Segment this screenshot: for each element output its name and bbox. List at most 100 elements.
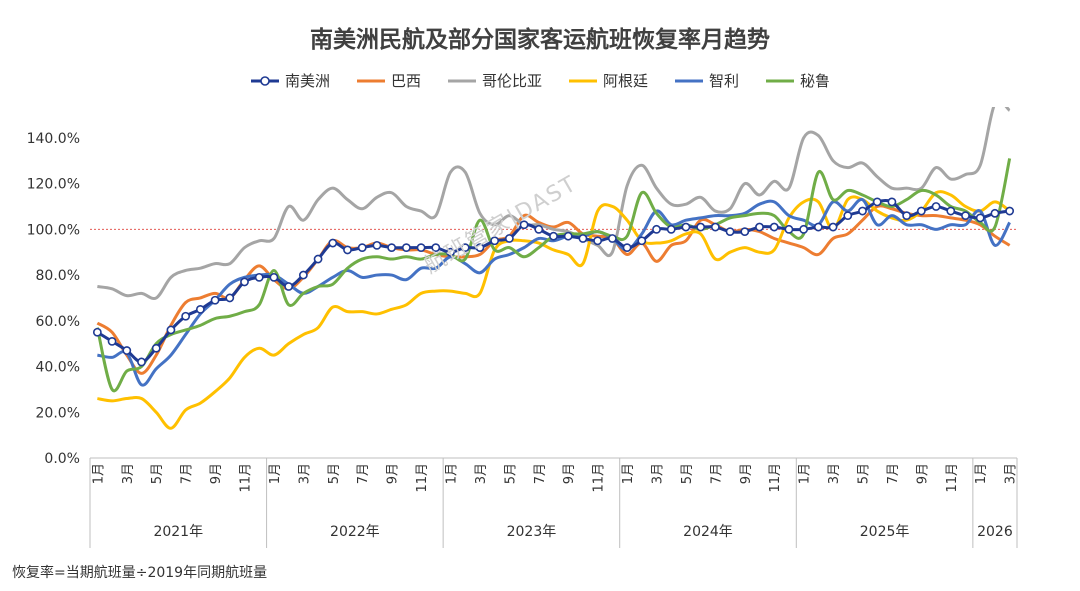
- data-point: [843, 211, 853, 221]
- data-point: [460, 243, 470, 253]
- month-tick-label: 11月: [239, 463, 254, 493]
- legend-label: 秘鲁: [800, 72, 831, 90]
- legend-label: 阿根廷: [603, 72, 649, 90]
- data-point: [446, 247, 455, 257]
- data-point: [990, 208, 1000, 218]
- year-label: 2021年: [153, 524, 203, 540]
- legend-item: 巴西: [356, 70, 421, 91]
- data-point: [240, 277, 249, 287]
- month-tick-label: 1月: [91, 463, 106, 484]
- month-tick-label: 7月: [180, 463, 195, 484]
- chart-title: 南美洲民航及部分国家客运航班恢复率月趋势: [310, 27, 770, 53]
- legend-swatch: [250, 75, 279, 86]
- legend-item: 智利: [674, 70, 739, 91]
- data-point: [740, 227, 750, 237]
- data-point: [622, 243, 632, 253]
- legend-label: 巴西: [390, 72, 421, 90]
- month-tick-label: 7月: [709, 463, 724, 484]
- month-tick-label: 3月: [1004, 463, 1019, 484]
- legend-label: 智利: [709, 72, 740, 90]
- data-point: [755, 222, 764, 232]
- month-tick-label: 5月: [680, 463, 695, 484]
- data-point: [549, 231, 558, 241]
- data-point: [328, 238, 338, 248]
- data-point: [92, 327, 102, 337]
- legend-item: 阿根廷: [568, 70, 648, 91]
- series-line-阿根廷: [97, 190, 1011, 430]
- month-tick-label: 1月: [621, 463, 636, 484]
- data-point: [593, 236, 603, 246]
- year-label: 2023年: [507, 524, 557, 540]
- month-tick-label: 5月: [857, 463, 872, 484]
- legend-item: 哥伦比亚: [447, 70, 542, 91]
- data-point: [107, 336, 117, 346]
- data-point: [195, 304, 205, 314]
- data-point: [181, 311, 191, 321]
- data-point: [902, 211, 912, 221]
- data-point: [828, 222, 838, 232]
- data-point: [637, 236, 647, 246]
- month-tick-label: 1月: [798, 463, 813, 484]
- month-tick-label: 5月: [327, 463, 342, 484]
- data-point: [490, 236, 500, 246]
- year-label: 2025年: [860, 524, 910, 540]
- data-point: [872, 197, 882, 207]
- month-tick-label: 11月: [415, 463, 430, 493]
- data-point: [416, 243, 426, 253]
- line-chart: 0.0% 20.0% 40.0% 60.0% 80.0% 100.0% 120.0% 140.…: [27, 107, 1019, 548]
- legend-swatch: [766, 79, 795, 82]
- data-point: [387, 243, 397, 253]
- data-point: [696, 222, 706, 232]
- data-point: [284, 282, 294, 291]
- legend-item: 南美洲: [250, 70, 330, 91]
- month-tick-label: 9月: [209, 463, 224, 484]
- data-point: [519, 220, 529, 230]
- legend: 南美洲 巴西 哥伦比亚 阿根廷 智利 秘鲁: [0, 70, 1080, 91]
- data-point: [858, 206, 867, 216]
- data-point: [372, 240, 382, 250]
- series-line-智利: [97, 197, 1011, 387]
- data-point: [210, 295, 220, 305]
- data-point: [887, 197, 897, 207]
- month-tick-label: 3月: [474, 463, 489, 484]
- y-tick-label: 0.0%: [44, 451, 80, 467]
- data-point: [769, 222, 779, 232]
- month-tick-label: 1月: [974, 463, 989, 484]
- month-tick-label: 1月: [268, 463, 283, 484]
- data-point: [784, 224, 794, 234]
- y-tick-label: 140.0%: [27, 131, 80, 147]
- legend-label: 南美洲: [284, 72, 330, 90]
- data-point: [975, 213, 985, 223]
- data-point: [681, 222, 691, 232]
- legend-label: 哥伦比亚: [481, 72, 542, 90]
- data-point: [122, 346, 132, 355]
- data-point: [652, 224, 661, 234]
- data-point: [431, 243, 441, 253]
- month-tick-label: 9月: [915, 463, 930, 484]
- month-tick-label: 3月: [297, 463, 312, 484]
- data-point: [151, 343, 161, 353]
- data-point: [225, 293, 235, 303]
- data-point: [725, 227, 735, 237]
- data-point: [563, 231, 573, 241]
- y-tick-label: 80.0%: [36, 268, 80, 284]
- data-point: [475, 243, 485, 253]
- data-point: [137, 357, 146, 367]
- data-point: [313, 254, 323, 264]
- series-line-巴西: [96, 204, 1011, 375]
- legend-item: 秘鲁: [765, 70, 830, 91]
- month-tick-label: 11月: [945, 463, 960, 493]
- footnote: 恢复率=当期航班量÷2019年同期航班量: [12, 565, 268, 581]
- data-point: [1005, 206, 1015, 216]
- data-point: [504, 234, 514, 243]
- y-tick-label: 100.0%: [27, 222, 80, 238]
- month-tick-label: 9月: [386, 463, 401, 484]
- y-tick-label: 60.0%: [36, 314, 80, 330]
- month-tick-label: 5月: [503, 463, 518, 484]
- month-tick-label: 7月: [886, 463, 901, 484]
- month-tick-label: 5月: [150, 463, 165, 484]
- data-point: [710, 222, 720, 232]
- month-tick-label: 7月: [533, 463, 548, 484]
- data-point: [269, 272, 279, 282]
- month-tick-label: 9月: [562, 463, 577, 484]
